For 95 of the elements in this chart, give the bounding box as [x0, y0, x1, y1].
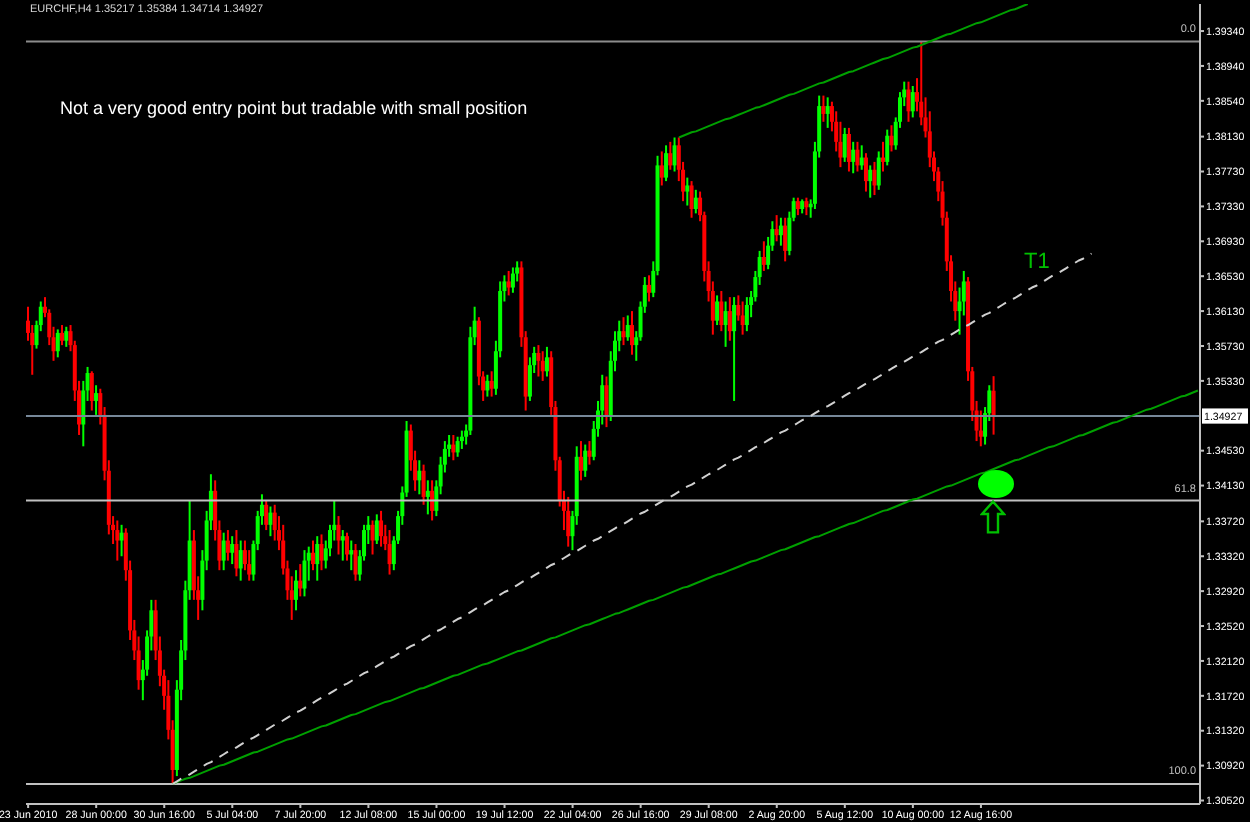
candlestick	[272, 503, 277, 542]
candlestick	[544, 345, 549, 378]
candlestick	[94, 384, 99, 416]
candlestick	[340, 529, 345, 562]
candlestick	[659, 150, 664, 187]
candlestick	[693, 188, 698, 215]
candlestick	[889, 124, 894, 153]
candlestick	[451, 433, 456, 462]
annotation: Not a very good entry point but tradable with small position	[60, 98, 528, 120]
candlestick	[689, 180, 694, 219]
candlestick	[685, 176, 690, 207]
candlestick	[540, 350, 545, 382]
candlestick	[421, 463, 426, 506]
candlestick	[293, 569, 298, 612]
candlestick	[991, 375, 996, 436]
candlestick	[221, 531, 226, 572]
candlestick	[60, 324, 65, 347]
candlestick	[872, 160, 877, 197]
candlestick	[370, 519, 375, 556]
line-series	[171, 252, 1093, 785]
candlestick	[425, 479, 430, 516]
candlestick	[264, 499, 269, 532]
candlestick	[374, 513, 379, 546]
candlestick	[842, 126, 847, 163]
candlestick	[604, 375, 609, 429]
candlestick	[225, 529, 230, 562]
candlestick	[885, 128, 890, 167]
candlestick	[345, 531, 350, 562]
candlestick	[740, 300, 745, 336]
candlestick	[536, 344, 541, 378]
candlestick	[578, 440, 583, 482]
candlestick	[319, 533, 324, 572]
candlestick	[230, 535, 235, 566]
candlestick	[846, 126, 851, 173]
candlestick	[336, 515, 341, 556]
candlestick	[630, 310, 635, 356]
line-series	[677, 4, 1029, 139]
candlestick	[863, 152, 868, 193]
candlestick	[302, 549, 307, 598]
candlestick	[430, 479, 435, 522]
candlestick	[647, 274, 652, 303]
candlestick	[64, 325, 69, 348]
candlestick	[587, 440, 592, 466]
candlestick	[506, 269, 511, 297]
candlestick	[566, 495, 571, 548]
candlestick	[89, 370, 94, 412]
candlestick	[672, 136, 677, 173]
candlestick	[238, 539, 243, 582]
candlestick	[783, 216, 788, 263]
candlestick	[485, 373, 490, 398]
candlestick	[744, 296, 749, 333]
candlestick	[489, 370, 494, 398]
candlestick	[55, 328, 60, 359]
candlestick	[353, 543, 358, 582]
candlestick	[910, 85, 915, 119]
candlestick	[774, 214, 779, 243]
candlestick	[583, 443, 588, 478]
candlestick	[664, 144, 669, 183]
candlestick	[855, 140, 860, 173]
candlestick	[510, 266, 515, 294]
candlestick	[868, 164, 873, 199]
candlestick	[859, 144, 864, 171]
candlestick	[906, 80, 911, 123]
candlestick	[723, 300, 728, 348]
candlestick	[625, 314, 630, 342]
candlestick	[876, 150, 881, 191]
candlestick	[455, 435, 460, 458]
candlestick	[821, 94, 826, 123]
candlestick	[119, 523, 124, 558]
candlestick	[349, 539, 354, 572]
candlestick	[825, 96, 830, 129]
candlestick	[761, 240, 766, 272]
candlestick	[621, 316, 626, 347]
candlestick	[459, 429, 464, 450]
candlestick	[315, 535, 320, 582]
candlestick	[978, 409, 983, 448]
candlestick	[715, 294, 720, 327]
candlestick	[247, 549, 252, 582]
candlestick	[851, 140, 856, 175]
candlestick	[310, 539, 315, 572]
annotation: T1	[1024, 250, 1050, 275]
candlestick	[298, 563, 303, 598]
candlestick	[719, 290, 724, 333]
candlestick	[417, 459, 422, 496]
candlestick	[778, 216, 783, 247]
candlestick	[668, 140, 673, 171]
candlestick	[268, 505, 273, 538]
candlestick	[387, 529, 392, 576]
candlestick	[379, 509, 384, 548]
line-series	[171, 389, 1199, 785]
candlestick	[732, 296, 737, 402]
candlestick	[727, 296, 732, 342]
candlestick	[880, 140, 885, 173]
candlestick	[115, 519, 120, 562]
candlestick	[234, 529, 239, 578]
